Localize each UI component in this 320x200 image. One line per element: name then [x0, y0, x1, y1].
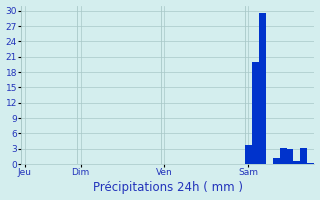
Bar — [244, 145, 252, 164]
X-axis label: Précipitations 24h ( mm ): Précipitations 24h ( mm ) — [93, 181, 243, 194]
Bar — [308, 163, 315, 164]
Bar — [259, 13, 266, 164]
Bar — [273, 158, 280, 164]
Bar — [286, 149, 293, 164]
Bar — [280, 148, 286, 164]
Bar — [252, 62, 259, 164]
Bar — [293, 161, 300, 164]
Bar — [300, 148, 308, 164]
